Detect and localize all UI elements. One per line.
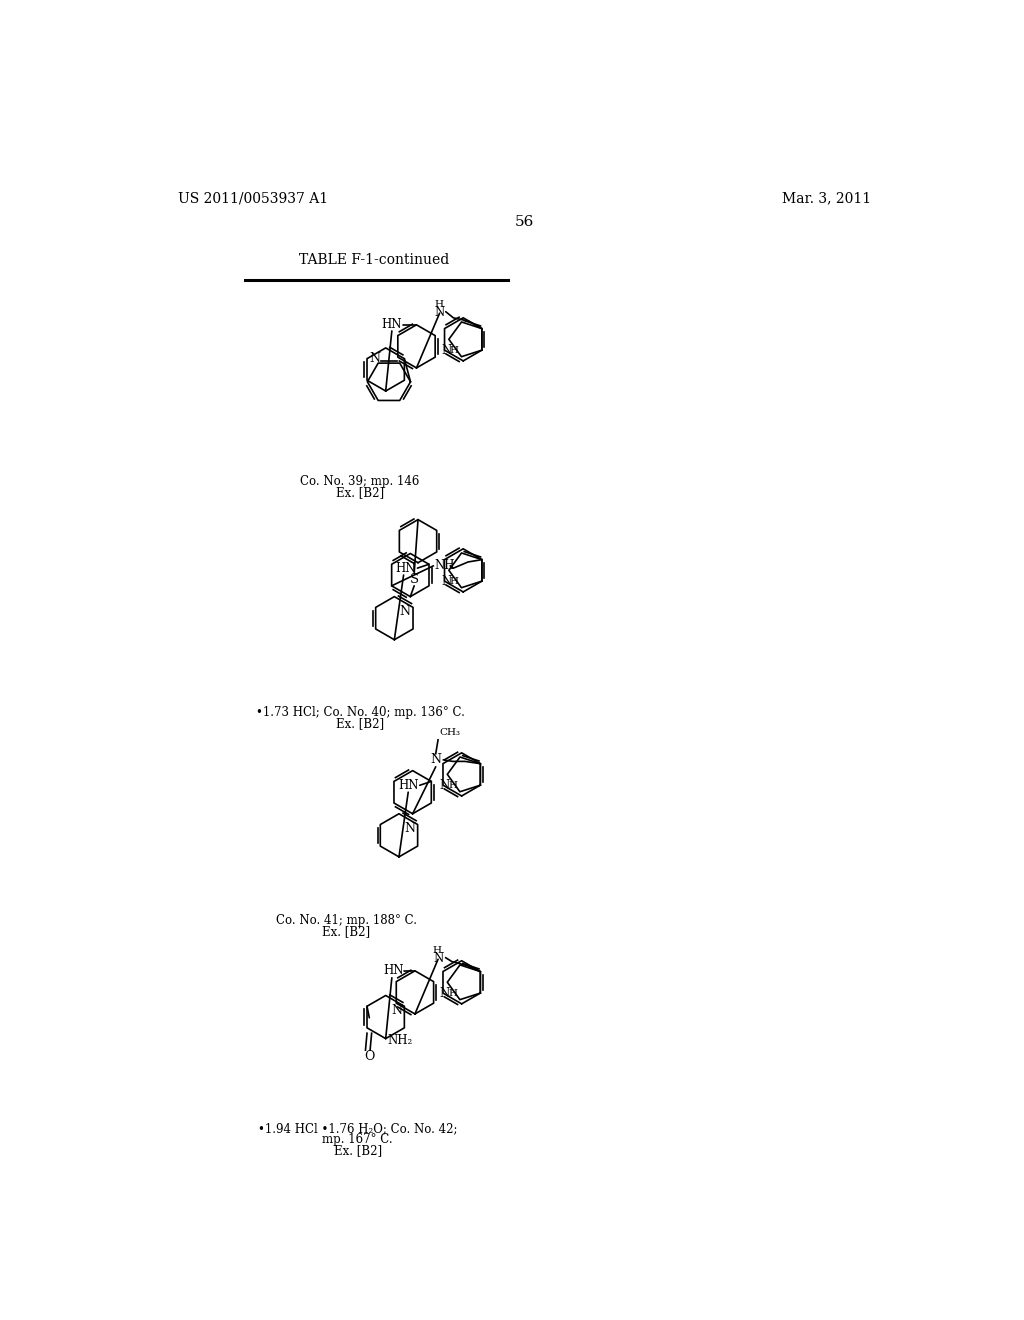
Text: N: N	[440, 779, 451, 792]
Text: mp. 167° C.: mp. 167° C.	[323, 1133, 393, 1146]
Text: N: N	[404, 822, 416, 834]
Text: 56: 56	[515, 215, 535, 228]
Text: N: N	[430, 754, 441, 767]
Text: Co. No. 41; mp. 188° C.: Co. No. 41; mp. 188° C.	[275, 915, 417, 927]
Text: NH: NH	[434, 560, 455, 573]
Text: N: N	[370, 352, 380, 366]
Text: NH₂: NH₂	[387, 1035, 413, 1047]
Text: H: H	[433, 946, 441, 956]
Text: HN: HN	[395, 561, 416, 574]
Text: O: O	[365, 1049, 375, 1063]
Text: Ex. [B2]: Ex. [B2]	[336, 486, 384, 499]
Text: N: N	[441, 343, 452, 356]
Text: N: N	[440, 986, 451, 999]
Text: N: N	[399, 605, 411, 618]
Text: N: N	[391, 1003, 402, 1016]
Text: TABLE F-1-continued: TABLE F-1-continued	[299, 253, 449, 267]
Text: US 2011/0053937 A1: US 2011/0053937 A1	[178, 191, 329, 206]
Text: HN: HN	[383, 965, 403, 977]
Text: Ex. [B2]: Ex. [B2]	[336, 717, 384, 730]
Text: •1.94 HCl •1.76 H₂O; Co. No. 42;: •1.94 HCl •1.76 H₂O; Co. No. 42;	[258, 1122, 458, 1135]
Text: CH₃: CH₃	[439, 727, 461, 737]
Text: H: H	[449, 989, 457, 998]
Text: N: N	[433, 952, 443, 965]
Text: HN: HN	[398, 779, 419, 792]
Text: H: H	[450, 577, 459, 586]
Text: HN: HN	[382, 318, 402, 331]
Text: Ex. [B2]: Ex. [B2]	[323, 925, 371, 939]
Text: •1.73 HCl; Co. No. 40; mp. 136° C.: •1.73 HCl; Co. No. 40; mp. 136° C.	[256, 706, 465, 719]
Text: H: H	[450, 346, 459, 355]
Text: H: H	[434, 300, 443, 309]
Text: Co. No. 39; mp. 146: Co. No. 39; mp. 146	[300, 475, 420, 488]
Text: H: H	[449, 780, 457, 789]
Text: Mar. 3, 2011: Mar. 3, 2011	[782, 191, 871, 206]
Text: N: N	[434, 306, 444, 319]
Text: S: S	[410, 573, 419, 586]
Text: N: N	[441, 574, 452, 587]
Text: Ex. [B2]: Ex. [B2]	[334, 1143, 382, 1156]
